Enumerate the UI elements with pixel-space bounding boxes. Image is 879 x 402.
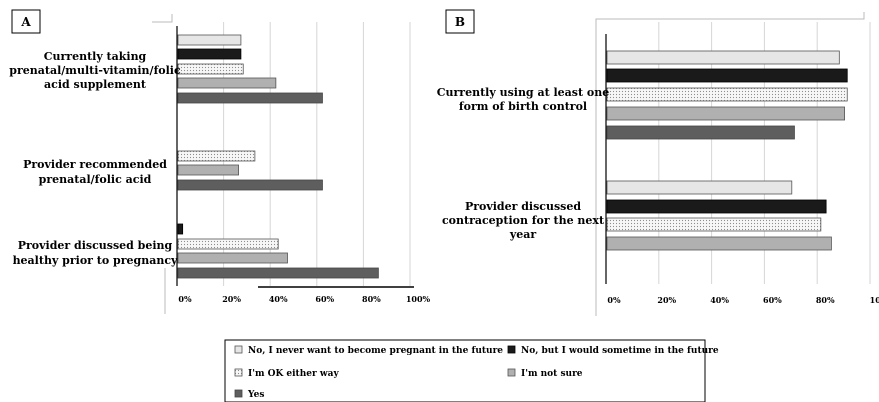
- category-label: acid supplement: [44, 78, 147, 91]
- tick-label: 0%: [178, 294, 192, 304]
- panel-a-tick-labels: 0% 20% 40% 60% 80% 100%: [178, 294, 430, 304]
- bar-notsure: [177, 252, 288, 264]
- panel-b-bars: [606, 50, 848, 251]
- bar-never: [606, 50, 840, 65]
- legend-item-yes: Yes: [234, 389, 264, 400]
- bar-ok: [177, 63, 244, 75]
- bar-notsure: [606, 236, 832, 251]
- tick-label: 80%: [362, 294, 381, 304]
- bar-never: [177, 34, 242, 46]
- tick-label: 100: [870, 295, 879, 305]
- bar-notsure: [177, 77, 277, 89]
- legend-swatch: [234, 345, 243, 354]
- panel-b-letter: B: [455, 15, 465, 29]
- panel-a-letter: A: [20, 15, 31, 29]
- bar-never: [606, 180, 793, 195]
- legend-item-ok: I'm OK either way: [234, 368, 339, 379]
- category-label: prenatal/multi-vitamin/folic: [9, 64, 181, 77]
- legend: No, I never want to become pregnant in t…: [224, 339, 719, 402]
- category-label: Provider discussed: [465, 200, 581, 213]
- bar-sometime: [606, 199, 827, 214]
- bar-ok: [177, 238, 279, 250]
- tick-label: 40%: [269, 294, 288, 304]
- tick-label: 20%: [222, 294, 241, 304]
- bar-yes: [177, 179, 323, 191]
- category-label: Provider recommended: [23, 158, 167, 171]
- tick-label: 20%: [657, 295, 676, 305]
- category-label: prenatal/folic acid: [39, 173, 152, 186]
- category-label: contraception for the next: [442, 214, 605, 227]
- legend-box: [224, 339, 706, 402]
- category-label: healthy prior to pregnancy: [13, 254, 178, 267]
- tick-label: 100%: [406, 294, 431, 304]
- bar-notsure: [606, 106, 846, 121]
- bar-yes: [177, 267, 379, 279]
- panel-a-category-labels: Currently takingprenatal/multi-vitamin/f…: [9, 50, 181, 267]
- category-label: Provider discussed being: [18, 239, 173, 252]
- legend-label: Yes: [247, 390, 264, 400]
- legend-item-sometime: No, but I would sometime in the future: [507, 345, 719, 356]
- panel-a-bars: [177, 34, 379, 279]
- panel-b-frame-top: [595, 12, 865, 30]
- legend-label: No, I never want to become pregnant in t…: [248, 346, 503, 356]
- legend-label: No, but I would sometime in the future: [521, 346, 719, 356]
- bar-notsure: [177, 164, 239, 176]
- legend-items: No, I never want to become pregnant in t…: [234, 345, 719, 400]
- bar-yes: [606, 125, 795, 140]
- legend-item-never: No, I never want to become pregnant in t…: [234, 345, 503, 356]
- tick-label: 0%: [607, 295, 621, 305]
- bar-ok: [606, 217, 822, 232]
- legend-label: I'm not sure: [521, 369, 583, 379]
- category-label: Currently using at least one: [437, 86, 610, 99]
- bar-sometime: [606, 68, 848, 83]
- bar-sometime: [177, 223, 184, 235]
- category-label: Currently taking: [44, 50, 147, 63]
- panel-b-letter-box: [445, 9, 475, 34]
- tick-label: 60%: [315, 294, 334, 304]
- legend-swatch: [507, 368, 516, 377]
- bar-sometime: [177, 48, 242, 60]
- legend-swatch: [234, 389, 243, 398]
- tick-label: 60%: [763, 295, 782, 305]
- legend-swatch: [234, 368, 243, 377]
- category-label: form of birth control: [459, 100, 587, 113]
- panel-b-tick-labels: 0% 20% 40% 60% 80% 100: [607, 295, 879, 305]
- category-label: year: [509, 228, 537, 241]
- legend-item-notsure: I'm not sure: [507, 368, 583, 379]
- panel-a-letter-box: [11, 9, 41, 34]
- tick-label: 40%: [710, 295, 729, 305]
- legend-swatch: [507, 345, 516, 354]
- tick-label: 80%: [816, 295, 835, 305]
- bar-ok: [606, 87, 848, 102]
- bar-yes: [177, 92, 323, 104]
- bar-ok: [177, 150, 256, 162]
- panel-a: A Currently takingprenatal/multi-vitamin…: [9, 9, 431, 314]
- legend-label: I'm OK either way: [248, 369, 339, 379]
- panel-a-frame-top: [152, 14, 173, 23]
